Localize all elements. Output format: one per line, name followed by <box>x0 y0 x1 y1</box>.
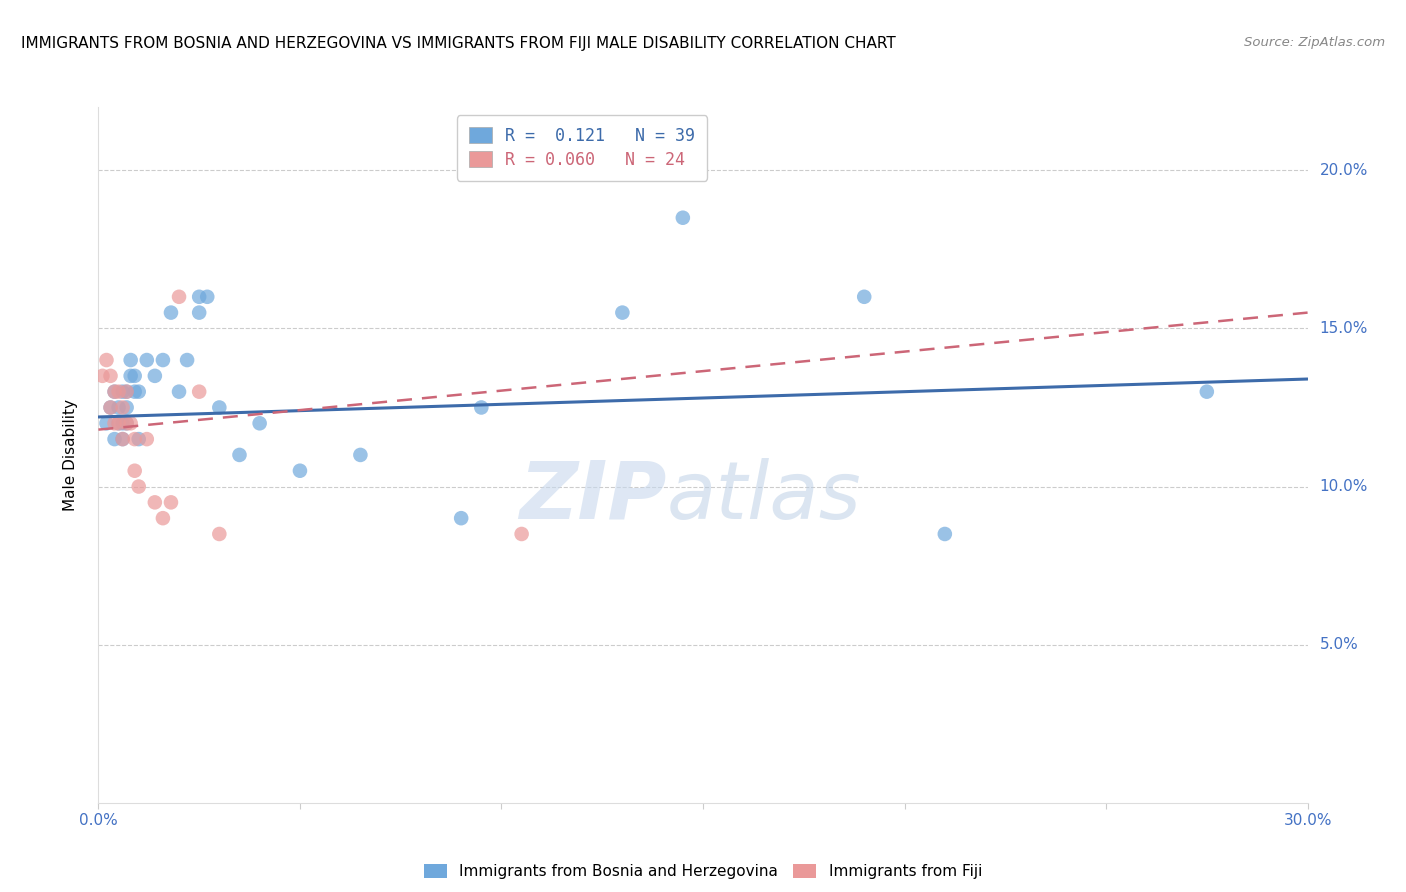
Point <box>450 511 472 525</box>
Point <box>128 432 150 446</box>
Text: 5.0%: 5.0% <box>1320 637 1358 652</box>
Point <box>510 527 533 541</box>
Point <box>107 401 129 415</box>
Text: ZIP: ZIP <box>519 458 666 536</box>
Point <box>135 353 157 368</box>
Point <box>111 432 134 446</box>
Point <box>152 511 174 525</box>
Text: 10.0%: 10.0% <box>1320 479 1368 494</box>
Point <box>111 384 134 399</box>
Point <box>124 384 146 399</box>
Point <box>115 384 138 399</box>
Point <box>103 432 125 446</box>
Point <box>188 384 211 399</box>
Point <box>470 401 492 415</box>
Point <box>124 464 146 478</box>
Point <box>208 527 231 541</box>
Legend: Immigrants from Bosnia and Herzegovina, Immigrants from Fiji: Immigrants from Bosnia and Herzegovina, … <box>418 858 988 886</box>
Point <box>143 495 166 509</box>
Point <box>228 448 250 462</box>
Point <box>135 432 157 446</box>
Point <box>188 305 211 319</box>
Point <box>96 353 118 368</box>
Point <box>107 417 129 431</box>
Point <box>124 368 146 383</box>
Point <box>120 417 142 431</box>
Text: 20.0%: 20.0% <box>1320 163 1368 178</box>
Y-axis label: Male Disability: Male Disability <box>63 399 77 511</box>
Point <box>288 464 311 478</box>
Point <box>100 401 122 415</box>
Point <box>115 417 138 431</box>
Point <box>120 368 142 383</box>
Point <box>143 368 166 383</box>
Point <box>103 417 125 431</box>
Point <box>853 290 876 304</box>
Text: atlas: atlas <box>666 458 862 536</box>
Point <box>115 417 138 431</box>
Point <box>160 305 183 319</box>
Point <box>96 417 118 431</box>
Point <box>124 432 146 446</box>
Point <box>107 417 129 431</box>
Text: 15.0%: 15.0% <box>1320 321 1368 336</box>
Point <box>167 384 190 399</box>
Point <box>100 401 122 415</box>
Point <box>249 417 271 431</box>
Point <box>176 353 198 368</box>
Text: Source: ZipAtlas.com: Source: ZipAtlas.com <box>1244 36 1385 49</box>
Point <box>120 353 142 368</box>
Point <box>111 417 134 431</box>
Point <box>167 290 190 304</box>
Point <box>160 495 183 509</box>
Point <box>91 368 114 383</box>
Point <box>612 305 634 319</box>
Point <box>115 401 138 415</box>
Point <box>188 290 211 304</box>
Point <box>128 384 150 399</box>
Point <box>934 527 956 541</box>
Point <box>103 384 125 399</box>
Point <box>672 211 695 225</box>
Point <box>1195 384 1218 399</box>
Point <box>111 401 134 415</box>
Point <box>111 432 134 446</box>
Point <box>115 384 138 399</box>
Point <box>195 290 218 304</box>
Point <box>103 384 125 399</box>
Point <box>349 448 371 462</box>
Point <box>128 479 150 493</box>
Point <box>107 384 129 399</box>
Point <box>152 353 174 368</box>
Point <box>100 368 122 383</box>
Text: IMMIGRANTS FROM BOSNIA AND HERZEGOVINA VS IMMIGRANTS FROM FIJI MALE DISABILITY C: IMMIGRANTS FROM BOSNIA AND HERZEGOVINA V… <box>21 36 896 51</box>
Point <box>208 401 231 415</box>
